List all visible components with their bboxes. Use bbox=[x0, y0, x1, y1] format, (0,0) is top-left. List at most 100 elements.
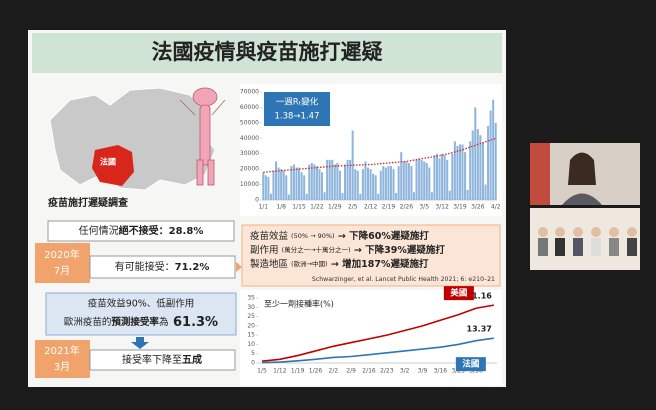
bar bbox=[446, 159, 449, 200]
y-tick-label: 30 bbox=[247, 304, 255, 311]
value-label: 31.16 bbox=[467, 292, 493, 301]
bar bbox=[469, 141, 472, 200]
value-label: 13.37 bbox=[467, 325, 492, 334]
bar bbox=[359, 193, 362, 200]
factor-part: 製造地區 bbox=[250, 258, 291, 270]
x-tick-label: 3/26 bbox=[471, 204, 485, 211]
annotation: 一週Rₜ變化 bbox=[276, 97, 319, 108]
bar bbox=[374, 175, 377, 200]
y-tick-label: 0 bbox=[251, 360, 255, 367]
bar bbox=[428, 167, 431, 200]
legend-box bbox=[455, 357, 486, 372]
bar bbox=[277, 167, 280, 200]
bar bbox=[410, 166, 413, 200]
europe-map bbox=[49, 87, 216, 191]
bar bbox=[295, 167, 298, 200]
bar bbox=[489, 110, 492, 200]
bar bbox=[418, 158, 421, 200]
webcam-speaker bbox=[530, 143, 640, 205]
prediction-box bbox=[45, 292, 237, 336]
bar bbox=[441, 153, 444, 200]
bar bbox=[267, 176, 270, 200]
bar bbox=[400, 152, 403, 200]
bar bbox=[430, 192, 433, 200]
x-tick-label: 1/12 bbox=[273, 368, 287, 375]
pink-figure bbox=[179, 87, 226, 186]
box bbox=[47, 220, 235, 242]
x-tick-label: 3/2 bbox=[400, 368, 410, 375]
bar bbox=[407, 162, 410, 200]
trend-line bbox=[263, 137, 496, 173]
bar bbox=[292, 164, 295, 200]
bar bbox=[338, 170, 341, 200]
bar bbox=[387, 166, 390, 200]
title-band bbox=[32, 33, 502, 73]
bar bbox=[300, 172, 303, 200]
series-line bbox=[261, 337, 494, 364]
bar bbox=[356, 170, 359, 200]
bar bbox=[425, 162, 428, 200]
period-box bbox=[35, 243, 90, 283]
y-tick-label: 40000 bbox=[240, 135, 259, 142]
x-tick-label: 2/16 bbox=[362, 368, 376, 375]
bar bbox=[280, 169, 283, 200]
x-tick-label: 1/1 bbox=[258, 204, 268, 211]
bar bbox=[464, 152, 467, 200]
bar bbox=[377, 193, 380, 200]
bar bbox=[318, 169, 321, 200]
x-tick-label: 2/9 bbox=[346, 368, 356, 375]
bar bbox=[443, 155, 446, 200]
bar bbox=[412, 192, 416, 200]
x-tick-label: 4/2 bbox=[491, 204, 501, 211]
bar bbox=[366, 167, 370, 200]
legend-box bbox=[443, 286, 474, 301]
bar bbox=[395, 193, 398, 200]
period-year: 2020年 bbox=[44, 248, 79, 261]
bar bbox=[484, 184, 487, 200]
bar bbox=[303, 175, 306, 200]
x-tick-label: 1/26 bbox=[309, 368, 323, 375]
bar bbox=[369, 169, 372, 200]
x-tick-label: 1/22 bbox=[310, 204, 324, 211]
arrow bbox=[131, 337, 149, 349]
y-tick-label: 20 bbox=[247, 322, 255, 329]
factor: 副作用 (萬分之一→十萬分之一) → 下降39%遲疑施打 bbox=[250, 244, 445, 256]
y-tick-label: 10 bbox=[247, 341, 255, 348]
bar bbox=[397, 166, 400, 200]
decline: 接受率下降至五成 bbox=[122, 353, 202, 366]
factor: 疫苗效益 (50% → 90%) → 下降60%遲疑施打 bbox=[250, 230, 429, 242]
x-tick-label: 3/19 bbox=[453, 204, 467, 211]
bar bbox=[326, 159, 329, 200]
bar bbox=[392, 169, 395, 200]
bar bbox=[492, 99, 495, 200]
x-tick-label: 2/19 bbox=[382, 204, 396, 211]
factor-part: (萬分之一→十萬分之一) bbox=[282, 245, 351, 254]
prediction-line: 疫苗效益90%、低副作用 bbox=[88, 298, 195, 310]
annotation: 1.38→1.47 bbox=[275, 112, 320, 122]
bar bbox=[282, 170, 285, 200]
bar bbox=[466, 189, 469, 200]
y-tick-label: 35 bbox=[247, 295, 255, 302]
bar bbox=[372, 173, 375, 200]
bar bbox=[433, 155, 436, 200]
y-tick-label: 70000 bbox=[240, 89, 259, 96]
y-tick-label: 30000 bbox=[240, 150, 259, 157]
y-tick-label: 5 bbox=[251, 350, 255, 357]
bar bbox=[361, 169, 364, 200]
period-month: 7月 bbox=[54, 265, 70, 277]
series-line bbox=[261, 304, 495, 362]
bar bbox=[272, 170, 275, 200]
bar bbox=[382, 166, 385, 200]
bar bbox=[474, 107, 477, 200]
bar bbox=[328, 159, 331, 200]
bar bbox=[323, 192, 326, 200]
bar bbox=[315, 166, 318, 200]
bar bbox=[448, 190, 451, 200]
webcam-group bbox=[530, 208, 640, 270]
bar bbox=[379, 170, 382, 200]
bar bbox=[285, 175, 288, 200]
bar bbox=[494, 122, 497, 200]
citation: Schwarzinger, et al. Lancet Public Healt… bbox=[312, 276, 495, 283]
